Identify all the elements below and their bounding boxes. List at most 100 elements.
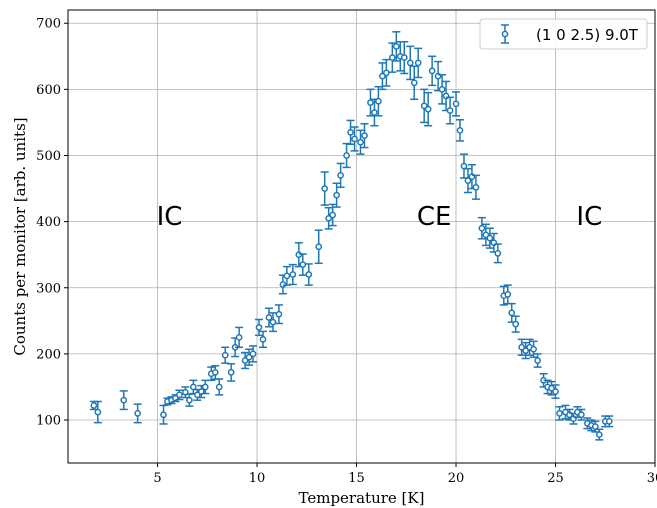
- data-point: [93, 400, 102, 424]
- point-marker: [259, 335, 267, 343]
- data-point: [382, 58, 391, 87]
- y-tick-label: 200: [36, 347, 61, 362]
- point-marker: [221, 351, 229, 359]
- point-marker: [94, 408, 102, 416]
- data-point: [400, 40, 409, 75]
- region-label: IC: [576, 202, 602, 232]
- data-point: [221, 346, 230, 364]
- data-point: [314, 229, 323, 265]
- data-point: [366, 88, 375, 117]
- point-marker: [357, 138, 364, 146]
- point-marker: [392, 43, 400, 50]
- point-marker: [460, 162, 468, 170]
- data-point: [185, 393, 194, 407]
- point-marker: [424, 105, 432, 113]
- point-marker: [406, 59, 414, 67]
- data-point: [438, 74, 447, 105]
- point-marker: [438, 86, 446, 93]
- point-marker: [504, 291, 512, 298]
- point-marker: [120, 396, 128, 404]
- point-marker: [446, 107, 454, 114]
- x-tick-label: 5: [153, 471, 161, 486]
- data-point: [577, 408, 586, 421]
- data-point: [235, 326, 244, 349]
- point-marker: [414, 59, 422, 67]
- point-marker: [605, 417, 613, 425]
- data-point: [378, 62, 387, 91]
- data-point: [133, 403, 142, 424]
- point-marker: [265, 314, 273, 321]
- legend-point-marker: [501, 30, 509, 38]
- data-point: [215, 378, 224, 396]
- data-point: [304, 263, 313, 286]
- legend: (1 0 2.5) 9.0T: [479, 18, 648, 50]
- point-marker: [375, 97, 382, 105]
- point-marker: [351, 135, 358, 143]
- point-marker: [321, 185, 329, 192]
- point-marker: [464, 177, 472, 184]
- region-label: IC: [157, 202, 183, 232]
- data-point: [249, 345, 258, 363]
- point-marker: [215, 383, 223, 391]
- data-point: [477, 216, 486, 240]
- x-axis-label: Temperature [K]: [299, 489, 425, 507]
- data-point: [428, 55, 437, 87]
- point-marker: [289, 271, 297, 278]
- point-marker: [486, 234, 494, 242]
- data-point: [159, 404, 168, 425]
- data-point: [320, 171, 329, 206]
- data-point: [175, 389, 184, 401]
- point-marker: [512, 320, 520, 328]
- point-marker: [235, 334, 243, 341]
- legend-marker: [501, 24, 509, 44]
- point-marker: [160, 411, 167, 419]
- point-marker: [472, 183, 480, 191]
- data-point: [227, 363, 236, 382]
- data-point: [410, 65, 419, 101]
- data-point: [392, 31, 401, 62]
- point-marker: [283, 272, 291, 280]
- point-marker: [347, 128, 354, 136]
- data-point: [551, 384, 560, 399]
- point-marker: [367, 99, 374, 106]
- data-points: [89, 31, 614, 441]
- point-marker: [333, 191, 340, 199]
- point-marker: [428, 67, 436, 75]
- data-point: [119, 390, 128, 411]
- data-point: [511, 315, 520, 333]
- data-point: [406, 45, 415, 81]
- x-tick-label: 20: [448, 471, 465, 486]
- data-point: [255, 318, 264, 337]
- point-marker: [190, 383, 197, 391]
- x-tick-label: 10: [249, 471, 266, 486]
- data-point: [507, 302, 516, 323]
- data-point: [336, 162, 345, 188]
- point-marker: [255, 324, 263, 331]
- data-point: [89, 400, 98, 411]
- data-point: [245, 348, 254, 366]
- y-axis-ticks: 100 200 300 400 500 600 700: [36, 17, 68, 429]
- point-marker: [134, 410, 141, 417]
- data-point: [356, 129, 365, 155]
- data-point: [424, 91, 433, 127]
- data-point: [388, 42, 397, 73]
- y-tick-label: 400: [36, 215, 61, 230]
- data-point: [420, 88, 429, 124]
- data-point: [434, 60, 443, 92]
- data-point: [360, 122, 369, 149]
- point-marker: [388, 54, 396, 61]
- point-marker: [400, 54, 408, 61]
- data-point: [259, 330, 268, 349]
- region-label: CE: [417, 202, 452, 232]
- point-marker: [371, 109, 378, 116]
- point-marker: [227, 369, 235, 376]
- point-marker: [249, 350, 257, 358]
- point-marker: [90, 402, 98, 409]
- point-marker: [201, 383, 209, 391]
- point-marker: [305, 271, 313, 278]
- point-marker: [508, 309, 516, 317]
- data-point: [396, 40, 405, 72]
- x-tick-label: 25: [547, 471, 564, 486]
- point-marker: [410, 79, 418, 87]
- data-point: [455, 119, 464, 142]
